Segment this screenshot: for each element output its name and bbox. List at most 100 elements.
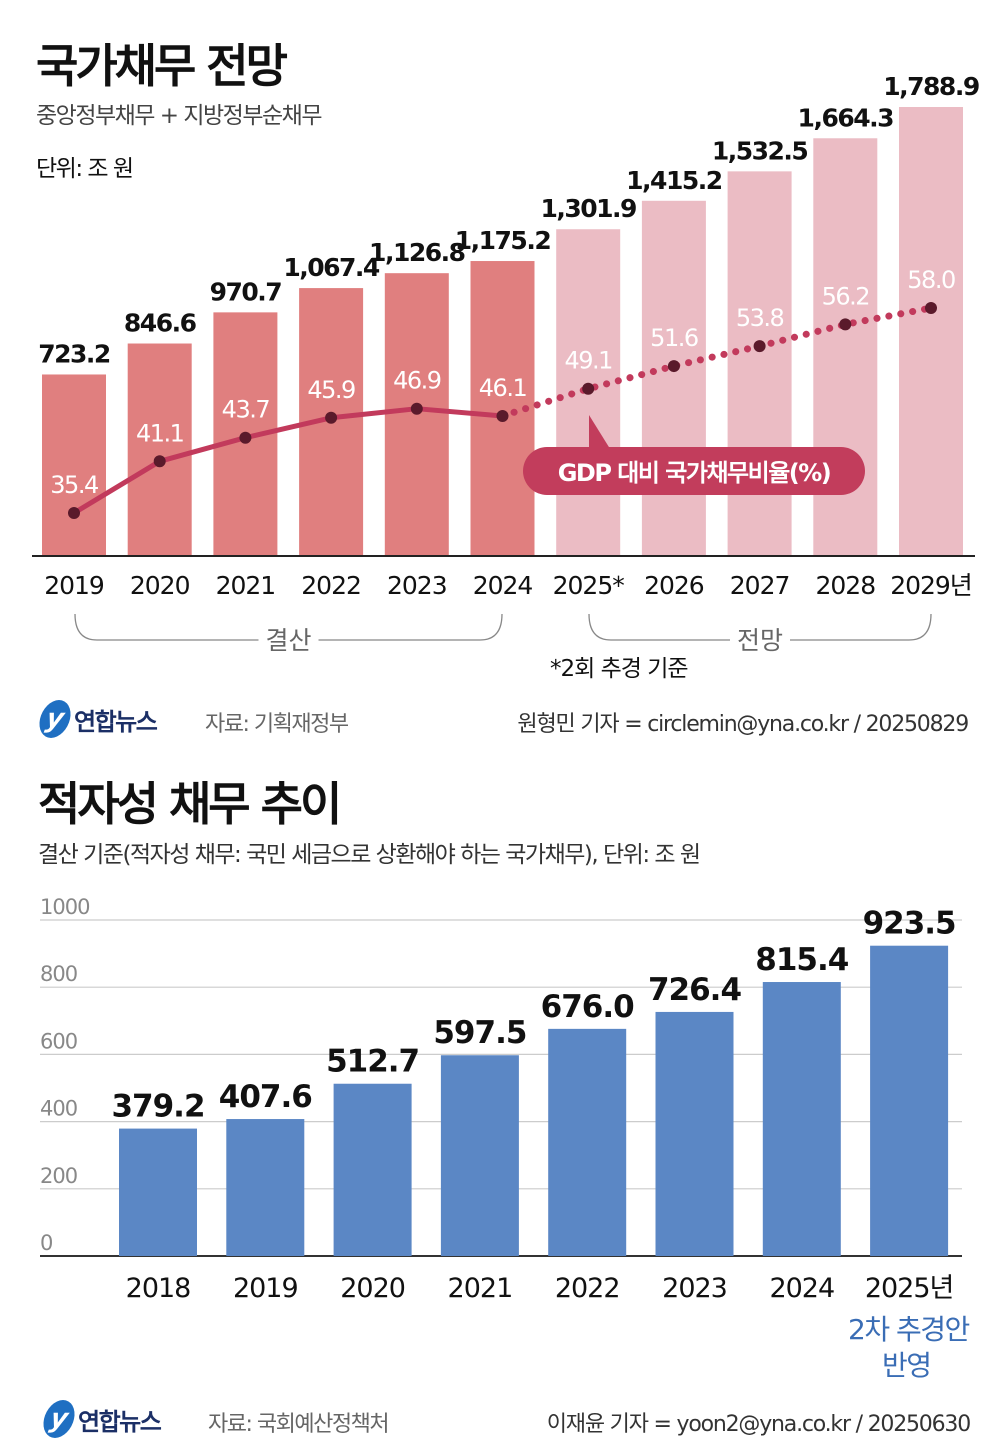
deficit-bar xyxy=(226,1119,305,1256)
ratio-value-label: 41.1 xyxy=(136,419,184,447)
x-tick-label: 2020 xyxy=(130,571,190,600)
forecast-group-label: 전망 xyxy=(737,626,783,655)
ratio-line-forecast xyxy=(499,304,935,420)
ratio-point xyxy=(239,431,252,444)
x-tick-label: 2028 xyxy=(815,571,875,600)
chart1-svg: 723.2 2019 846.6 2020 970.7 2021 1,067.4 2022 1,… xyxy=(32,72,980,682)
chart1-subtitle: 중앙정부채무 + 지방정부순채무 xyxy=(36,103,322,129)
deficit-bar xyxy=(655,1011,734,1256)
deficit-bar xyxy=(440,1055,519,1256)
deficit-bar xyxy=(870,945,949,1256)
chart2-credit: 이재윤 기자 = yoon2@yna.co.kr / 20250630 xyxy=(546,1412,971,1437)
y-tick-label: 400 xyxy=(40,1097,77,1121)
chart2-note-line1: 2차 추경안 xyxy=(848,1313,970,1346)
x-tick-label: 2022 xyxy=(301,571,361,600)
x-tick-label: 2018 xyxy=(126,1273,191,1304)
ratio-point xyxy=(325,411,338,424)
x-tick-label: 2024 xyxy=(473,571,533,600)
ratio-point xyxy=(839,318,852,331)
logo-text: 연합뉴스 xyxy=(78,1407,162,1436)
deficit-value-label: 676.0 xyxy=(541,989,634,1025)
chart2-logo: y 연합뉴스 xyxy=(39,1400,162,1438)
ratio-badge xyxy=(523,447,865,495)
deficit-value-label: 923.5 xyxy=(863,906,956,942)
x-tick-label: 2027 xyxy=(730,571,790,600)
x-tick-label: 2019 xyxy=(44,571,104,600)
deficit-value-label: 815.4 xyxy=(755,942,848,978)
x-tick-label: 2023 xyxy=(387,571,447,600)
ratio-line-actual xyxy=(72,406,503,516)
debt-value-label: 1,175.2 xyxy=(455,226,551,255)
ratio-value-label: 51.6 xyxy=(650,324,698,352)
chart1-source: 자료: 기획재정부 xyxy=(205,712,349,737)
x-tick-label: 2022 xyxy=(555,1273,620,1304)
debt-bar xyxy=(127,343,192,556)
ratio-point xyxy=(410,402,423,415)
y-tick-label: 200 xyxy=(40,1164,77,1188)
actual-group-bracket xyxy=(74,613,503,641)
deficit-bar xyxy=(548,1028,627,1256)
debt-value-label: 1,532.5 xyxy=(712,136,808,165)
ratio-point xyxy=(753,340,766,353)
ratio-point xyxy=(925,302,937,315)
ratio-value-label: 46.9 xyxy=(393,367,441,395)
chart1-unit: 단위: 조 원 xyxy=(36,156,134,182)
x-tick-label: 2019 xyxy=(233,1273,298,1304)
debt-value-label: 1,067.4 xyxy=(283,253,380,282)
debt-value-label: 723.2 xyxy=(38,339,110,368)
debt-bar xyxy=(42,374,106,556)
ratio-point xyxy=(496,409,509,422)
ratio-value-label: 43.7 xyxy=(222,396,270,424)
x-tick-label: 2023 xyxy=(662,1273,727,1304)
logo-text: 연합뉴스 xyxy=(74,707,158,736)
debt-value-label: 1,664.3 xyxy=(798,103,894,132)
ratio-point xyxy=(582,382,595,395)
deficit-value-label: 597.5 xyxy=(433,1015,526,1051)
x-tick-label: 2024 xyxy=(769,1273,834,1304)
ratio-value-label: 56.2 xyxy=(822,282,869,310)
chart2-title: 적자성 채무 추이 xyxy=(38,777,342,831)
chart1-credit: 원형민 기자 = circlemin@yna.co.kr / 20250829 xyxy=(517,712,969,737)
footnote: *2회 추경 기준 xyxy=(550,656,688,682)
ratio-value-label: 58.0 xyxy=(907,266,955,294)
debt-value-label: 1,126.8 xyxy=(369,238,465,267)
x-tick-label: 2025* xyxy=(553,571,625,600)
y-tick-label: 600 xyxy=(40,1029,77,1053)
debt-value-label: 1,415.2 xyxy=(626,166,722,195)
deficit-bar xyxy=(333,1083,412,1256)
debt-bar xyxy=(641,200,706,557)
debt-bar xyxy=(899,107,963,556)
debt-value-label: 970.7 xyxy=(210,277,282,306)
y-tick-label: 1000 xyxy=(40,895,89,919)
chart2-note-line2: 반영 xyxy=(882,1349,932,1382)
ratio-value-label: 49.1 xyxy=(564,347,612,375)
yonhap-logo-icon: y xyxy=(39,1400,79,1438)
ratio-value-label: 45.9 xyxy=(307,376,355,404)
chart1-logo: y 연합뉴스 xyxy=(35,700,158,738)
deficit-bar xyxy=(762,982,841,1256)
chart2-source: 자료: 국회예산정책처 xyxy=(208,1412,390,1437)
badge-pointer xyxy=(589,415,612,452)
deficit-value-label: 512.7 xyxy=(326,1044,419,1080)
ratio-value-label: 46.1 xyxy=(479,374,527,402)
debt-value-label: 1,301.9 xyxy=(540,194,636,223)
x-tick-label: 2029년 xyxy=(890,571,972,600)
x-tick-label: 2025년 xyxy=(865,1273,954,1304)
chart1-title: 국가채무 전망 xyxy=(36,39,288,93)
yonhap-logo-icon: y xyxy=(35,700,75,738)
debt-value-label: 1,788.9 xyxy=(883,72,979,101)
x-tick-label: 2021 xyxy=(216,571,276,600)
x-tick-label: 2021 xyxy=(448,1273,513,1304)
x-tick-label: 2020 xyxy=(340,1273,405,1304)
deficit-bar xyxy=(119,1128,197,1256)
x-tick-label: 2026 xyxy=(644,571,704,600)
deficit-value-label: 407.6 xyxy=(219,1079,312,1115)
chart2-subtitle: 결산 기준(적자성 채무: 국민 세금으로 상환해야 하는 국가채무), 단위:… xyxy=(38,842,701,868)
forecast-group-bracket xyxy=(588,613,932,641)
actual-group-label: 결산 xyxy=(265,626,311,655)
y-tick-label: 0 xyxy=(40,1231,52,1255)
ratio-badge-label: GDP 대비 국가채무비율(%) xyxy=(558,459,831,487)
ratio-value-label: 53.8 xyxy=(736,304,784,332)
debt-value-label: 846.6 xyxy=(124,309,197,338)
deficit-value-label: 726.4 xyxy=(648,972,741,1008)
